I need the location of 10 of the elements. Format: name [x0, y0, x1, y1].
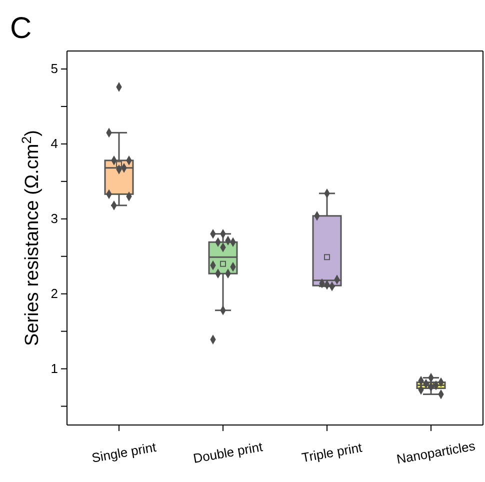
- y-tick-label: 1: [50, 360, 58, 376]
- x-tick-label: Triple print: [300, 440, 364, 466]
- y-tick-label: 2: [50, 286, 58, 301]
- y-tick-label: 4: [50, 136, 58, 152]
- x-tick-label: Nanoparticles: [395, 438, 477, 467]
- x-tick-label: Single print: [90, 439, 158, 466]
- chart-title: C: [10, 12, 32, 45]
- y-tick-label: 5: [50, 61, 58, 76]
- x-tick-label: Double print: [192, 438, 264, 466]
- y-tick-label: 3: [50, 211, 58, 226]
